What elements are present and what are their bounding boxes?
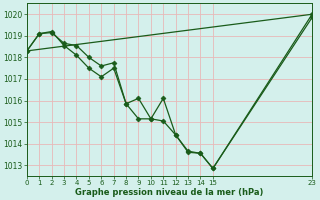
X-axis label: Graphe pression niveau de la mer (hPa): Graphe pression niveau de la mer (hPa) xyxy=(75,188,264,197)
